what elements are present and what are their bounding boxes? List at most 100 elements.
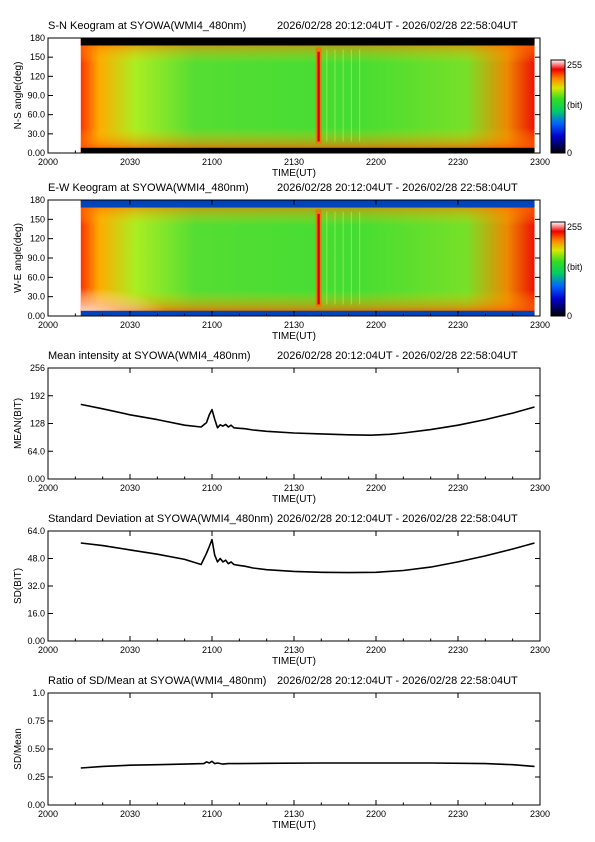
x-tick-label: 2000 bbox=[38, 483, 58, 493]
x-tick-label: 2130 bbox=[284, 645, 304, 655]
x-tick-label: 2300 bbox=[530, 483, 550, 493]
x-tick-label: 2300 bbox=[530, 809, 550, 819]
panel-time-range: 2026/02/28 20:12:04UT - 2026/02/28 22:58… bbox=[277, 182, 518, 194]
x-tick-label: 2030 bbox=[120, 320, 140, 330]
panel-title: Mean intensity at SYOWA(WMI4_480nm) bbox=[48, 350, 251, 362]
x-tick-label: 2300 bbox=[530, 320, 550, 330]
series-line bbox=[80, 538, 535, 574]
auroral-arc bbox=[317, 213, 320, 305]
y-tick-label: 0.00 bbox=[27, 311, 45, 321]
y-tick-label: 150 bbox=[30, 52, 45, 62]
panel-4: Standard Deviation at SYOWA(WMI4_480nm) 2… bbox=[13, 513, 550, 667]
y-tick-label: 60.0 bbox=[27, 110, 45, 120]
keogram-edge-shading bbox=[80, 38, 535, 153]
y-tick-label: 0.75 bbox=[27, 716, 45, 726]
panel-title: S-N Keogram at SYOWA(WMI4_480nm) bbox=[48, 20, 246, 32]
y-tick-label: 90.0 bbox=[27, 253, 45, 263]
x-tick-label: 2200 bbox=[366, 809, 386, 819]
x-tick-label: 2030 bbox=[120, 809, 140, 819]
y-axis-label: SD/Mean bbox=[13, 728, 24, 770]
y-tick-label: 180 bbox=[30, 195, 45, 205]
panel-time-range: 2026/02/28 20:12:04UT - 2026/02/28 22:58… bbox=[277, 20, 518, 32]
colorbar bbox=[551, 60, 565, 153]
x-tick-label: 2230 bbox=[448, 645, 468, 655]
x-axis-label: TIME(UT) bbox=[272, 494, 316, 505]
y-axis-label: MEAN(BIT) bbox=[13, 398, 24, 449]
y-axis-label: N-S angle(deg) bbox=[13, 62, 24, 130]
y-tick-label: 192 bbox=[30, 391, 45, 401]
x-tick-label: 2030 bbox=[120, 157, 140, 167]
x-tick-label: 2130 bbox=[284, 320, 304, 330]
auroral-arc bbox=[317, 51, 320, 142]
panel-2: E-W Keogram at SYOWA(WMI4_480nm) 2026/02/… bbox=[13, 182, 583, 342]
x-axis-label: TIME(UT) bbox=[272, 820, 316, 831]
y-tick-label: 128 bbox=[30, 419, 45, 429]
plot-frame bbox=[47, 530, 541, 642]
x-tick-label: 2130 bbox=[284, 483, 304, 493]
panel-time-range: 2026/02/28 20:12:04UT - 2026/02/28 22:58… bbox=[277, 350, 518, 362]
y-tick-label: 90.0 bbox=[27, 91, 45, 101]
plot-frame bbox=[47, 692, 541, 806]
panel-time-range: 2026/02/28 20:12:04UT - 2026/02/28 22:58… bbox=[277, 675, 518, 687]
x-tick-label: 2030 bbox=[120, 645, 140, 655]
series-line bbox=[80, 403, 535, 437]
keogram-bottom-band bbox=[80, 147, 535, 153]
x-axis-label: TIME(UT) bbox=[272, 168, 316, 179]
x-tick-label: 2000 bbox=[38, 320, 58, 330]
x-tick-label: 2100 bbox=[202, 320, 222, 330]
x-tick-label: 2200 bbox=[366, 645, 386, 655]
y-tick-label: 64.0 bbox=[27, 446, 45, 456]
x-axis-label: TIME(UT) bbox=[272, 656, 316, 667]
panel-1: S-N Keogram at SYOWA(WMI4_480nm) 2026/02/… bbox=[13, 20, 583, 179]
x-tick-label: 2100 bbox=[202, 645, 222, 655]
colorbar bbox=[551, 222, 565, 316]
y-tick-label: 120 bbox=[30, 71, 45, 81]
x-tick-label: 2230 bbox=[448, 320, 468, 330]
y-tick-label: 48.0 bbox=[27, 554, 45, 564]
x-tick-label: 2100 bbox=[202, 809, 222, 819]
y-tick-label: 0.00 bbox=[27, 474, 45, 484]
x-tick-label: 2130 bbox=[284, 809, 304, 819]
x-tick-label: 2130 bbox=[284, 157, 304, 167]
y-tick-label: 60.0 bbox=[27, 272, 45, 282]
colorbar-min-label: 0 bbox=[567, 148, 572, 158]
panel-title: Ratio of SD/Mean at SYOWA(WMI4_480nm) bbox=[48, 675, 266, 687]
x-tick-label: 2300 bbox=[530, 157, 550, 167]
x-tick-label: 2000 bbox=[38, 157, 58, 167]
x-tick-label: 2200 bbox=[366, 157, 386, 167]
y-tick-label: 30.0 bbox=[27, 129, 45, 139]
x-tick-label: 2000 bbox=[38, 809, 58, 819]
panel-title: E-W Keogram at SYOWA(WMI4_480nm) bbox=[48, 182, 249, 194]
x-tick-label: 2300 bbox=[530, 645, 550, 655]
y-axis-label: SD(BIT) bbox=[13, 568, 24, 604]
x-axis-label: TIME(UT) bbox=[272, 331, 316, 342]
y-tick-label: 16.0 bbox=[27, 609, 45, 619]
keogram-top-band bbox=[80, 38, 535, 46]
colorbar-max-label: 255 bbox=[567, 60, 582, 70]
y-tick-label: 120 bbox=[30, 234, 45, 244]
colorbar-unit-label: (bit) bbox=[567, 100, 583, 110]
y-tick-label: 0.50 bbox=[27, 744, 45, 754]
y-tick-label: 180 bbox=[30, 33, 45, 43]
panel-time-range: 2026/02/28 20:12:04UT - 2026/02/28 22:58… bbox=[277, 513, 518, 525]
panel-5: Ratio of SD/Mean at SYOWA(WMI4_480nm) 202… bbox=[13, 675, 550, 831]
keogram-top-band bbox=[80, 200, 535, 208]
x-tick-label: 2230 bbox=[448, 809, 468, 819]
x-tick-label: 2200 bbox=[366, 320, 386, 330]
y-tick-label: 0.00 bbox=[27, 800, 45, 810]
panel-title: Standard Deviation at SYOWA(WMI4_480nm) bbox=[48, 513, 273, 525]
series-line bbox=[80, 760, 535, 769]
y-tick-label: 1.0 bbox=[32, 688, 45, 698]
y-tick-label: 0.00 bbox=[27, 148, 45, 158]
x-tick-label: 2030 bbox=[120, 483, 140, 493]
colorbar-frame bbox=[550, 221, 566, 317]
x-tick-label: 2230 bbox=[448, 483, 468, 493]
x-tick-label: 2000 bbox=[38, 645, 58, 655]
y-tick-label: 256 bbox=[30, 363, 45, 373]
colorbar-unit-label: (bit) bbox=[567, 262, 583, 272]
y-tick-label: 30.0 bbox=[27, 292, 45, 302]
colorbar-min-label: 0 bbox=[567, 311, 572, 321]
y-tick-label: 32.0 bbox=[27, 581, 45, 591]
x-tick-label: 2230 bbox=[448, 157, 468, 167]
